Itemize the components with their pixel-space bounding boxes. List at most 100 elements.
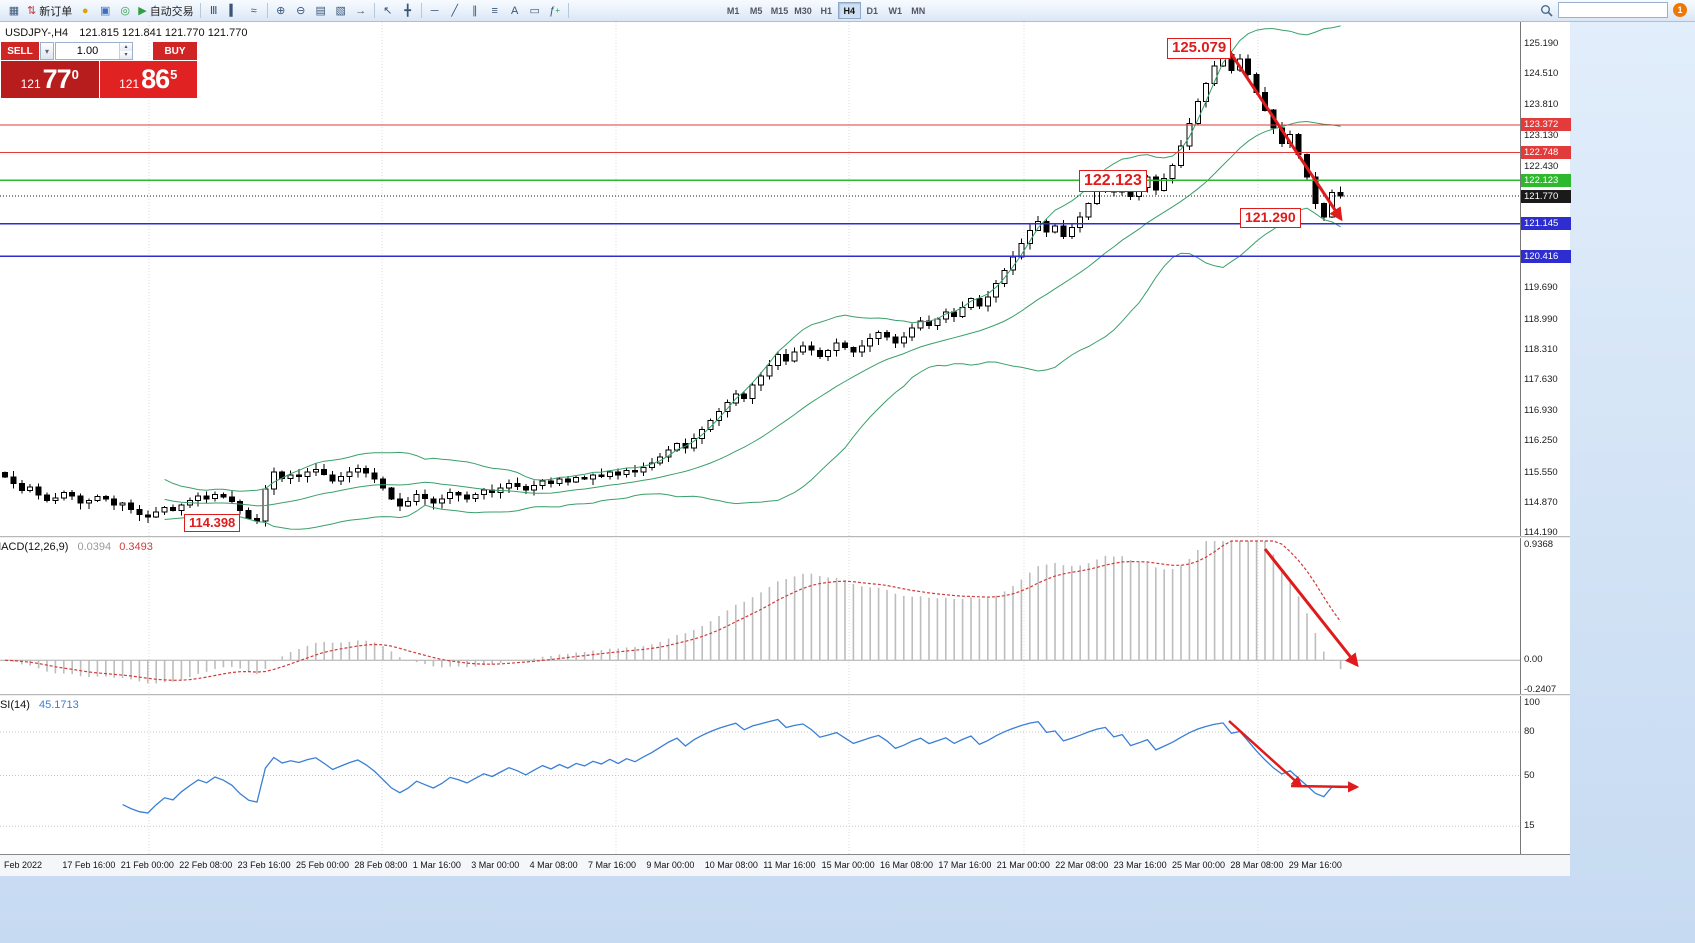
candle-body [749,384,756,399]
price-line-label[interactable]: 121.145 [1521,217,1571,230]
chart-ohlc-values: 121.815 121.841 121.770 121.770 [79,27,248,39]
auto-trading-button[interactable]: ▶ 自动交易 [135,2,196,20]
candle-body [1236,58,1243,71]
new-order-button[interactable]: ⇅ 新订单 [24,2,75,20]
candlestick-chart-button[interactable]: ▍ [224,2,244,20]
price-line-label[interactable]: 122.123 [1521,174,1571,187]
candle-body [900,336,907,344]
buy-button[interactable]: BUY [153,42,197,60]
tile-windows-button[interactable]: ▤ [311,2,331,20]
price-line-label[interactable]: 120.416 [1521,250,1571,263]
price-chart[interactable] [0,22,1520,536]
timeframe-button-M30[interactable]: M30 [794,5,812,16]
zoom-in-icon: ⊕ [276,5,286,17]
tile-windows-icon: ▤ [315,5,326,17]
rsi-scale-label: 80 [1524,726,1535,737]
line-chart-button[interactable]: ≈ [244,2,264,20]
volume-down-icon[interactable]: ▾ [120,51,132,59]
timeframe-button-M5[interactable]: M5 [749,5,763,16]
timeframe-button-H4[interactable]: H4 [837,2,861,19]
account-button[interactable]: ▣ [95,2,115,20]
candle-body [2,472,8,478]
candle-body [354,468,361,473]
time-axis[interactable]: Feb 2022 17 Feb 16:00 21 Feb 00:00 22 Feb 0… [0,854,1570,876]
timeframe-button-H1[interactable]: H1 [820,5,832,16]
peak-price-annotation[interactable]: 125.079 [1167,38,1232,59]
time-axis-label: 21 Mar 00:00 [996,860,1050,870]
candle-body [758,375,764,386]
fibonacci-tool-button[interactable]: ≡ [485,2,505,20]
candle-body [800,345,806,353]
macd-scale-label: -0.2407 [1524,684,1557,695]
cursor-button[interactable]: ↖ [378,2,398,20]
text-tool-button[interactable]: A [505,2,525,20]
timeframe-button-W1[interactable]: W1 [888,5,902,16]
macd-scale-label: 0.9368 [1524,539,1554,550]
timeframe-button-MN[interactable]: MN [911,5,926,16]
buy-price-button[interactable]: 121 86 5 [99,61,197,98]
indicators-button[interactable]: ƒ + [545,2,565,20]
panel-splitter[interactable] [0,694,1570,696]
candle-body [657,456,664,464]
chart-symbol-period: USDJPY-,H4 [5,27,69,39]
price-tick-label: 124.510 [1524,68,1559,79]
candle-body [329,474,336,482]
trendline-tool-button[interactable]: ╱ [445,2,465,20]
timeframe-button-M1[interactable]: M1 [726,5,740,16]
rsi-panel[interactable] [0,697,1520,854]
bollinger-band [164,25,1341,492]
volume-dropdown-button[interactable]: ▾ [40,42,54,60]
candle-body [77,495,84,504]
timeframe-button-D1[interactable]: D1 [866,5,878,16]
chart-window: USDJPY-,H4 121.815 121.841 121.770 121.7… [0,22,1571,876]
sell-button[interactable]: SELL [1,42,39,60]
price-axis[interactable]: 123.372 122.748 122.123 121.145 120.416 121.7… [1520,22,1571,854]
candle-body [825,349,832,357]
resistance-price-annotation[interactable]: 122.123 [1079,170,1147,192]
community-button[interactable]: ◎ [115,2,135,20]
candle-body [128,502,134,510]
cascade-windows-button[interactable]: ▧ [331,2,351,20]
candle-body [212,493,218,500]
candle-body [1203,83,1210,102]
medal-button[interactable]: ● [75,2,95,20]
candle-body [615,471,622,476]
volume-input[interactable] [56,43,119,59]
play-icon: ▶ [138,5,147,17]
zoom-in-button[interactable]: ⊕ [271,2,291,20]
crosshair-button[interactable]: ╋ [398,2,418,20]
candle-body [766,364,773,377]
new-chart-button[interactable]: ▦ [4,2,24,20]
price-line-label[interactable]: 123.372 [1521,118,1571,131]
low-price-annotation[interactable]: 114.398 [184,514,241,533]
candle-body [606,471,613,478]
price-tick-label: 123.810 [1524,99,1559,110]
support-break-annotation[interactable]: 121.290 [1240,208,1301,228]
one-click-trading-panel: SELL ▾ ▴ ▾ BUY 121 77 0 121 86 5 [1,42,197,98]
candle-body [447,492,454,500]
zoom-out-button[interactable]: ⊖ [291,2,311,20]
candle-body [884,332,890,338]
panel-splitter[interactable] [0,536,1570,538]
candle-body [564,478,571,483]
time-axis-label: 4 Mar 08:00 [529,860,578,870]
price-line-label[interactable]: 122.748 [1521,146,1571,159]
toolbar-separator [567,3,569,18]
notification-badge[interactable]: 1 [1673,3,1687,17]
bar-chart-button[interactable]: Ⅲ [204,2,224,20]
timeframe-button-M15[interactable]: M15 [770,5,789,16]
price-line-label[interactable]: 121.770 [1521,190,1571,203]
auto-shift-button[interactable]: → [351,2,371,20]
price-tick-label: 119.690 [1524,282,1558,293]
label-tool-button[interactable]: ▭ [525,2,545,20]
new-order-label: 新订单 [39,5,73,18]
horizontal-line-tool-button[interactable]: ─ [425,2,445,20]
time-axis-label: 22 Feb 08:00 [179,860,233,870]
fibonacci-icon: ≡ [491,4,498,17]
sell-price-button[interactable]: 121 77 0 [1,61,99,98]
channel-tool-button[interactable]: ∥ [465,2,485,20]
candle-body [245,509,252,519]
search-input[interactable] [1558,2,1668,18]
macd-panel[interactable] [0,539,1520,694]
volume-up-icon[interactable]: ▴ [120,43,132,51]
